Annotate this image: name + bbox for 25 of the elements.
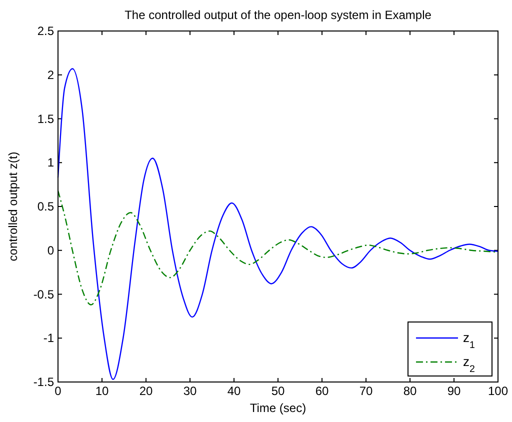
legend-label: z$_{1}$ <box>463 330 475 350</box>
x-tick-label: 10 <box>95 384 109 398</box>
y-tick-label: -0.5 <box>33 287 54 302</box>
x-tick-label: 20 <box>139 384 153 398</box>
x-tick-label: 80 <box>403 384 417 398</box>
y-tick-label: -1 <box>43 331 54 346</box>
x-tick-label: 40 <box>227 384 241 398</box>
x-tick-label: 30 <box>183 384 197 398</box>
x-tick-label: 50 <box>271 384 285 398</box>
chart-title: The controlled output of the open-loop system in Example <box>124 8 432 22</box>
x-tick-label: 70 <box>359 384 373 398</box>
y-tick-label: 2 <box>47 68 54 82</box>
y-tick-label: 0.5 <box>37 200 54 214</box>
y-axis-title: controlled output z(t) <box>6 152 20 262</box>
x-tick-label: 100 <box>488 384 508 398</box>
y-tick-label: 0 <box>47 243 54 258</box>
x-tick-label: 90 <box>447 384 461 398</box>
x-tick-label: 60 <box>315 384 329 398</box>
y-tick-label: -1.5 <box>33 375 54 389</box>
x-axis-title: Time (sec) <box>250 401 306 415</box>
y-tick-label: 1 <box>47 156 54 170</box>
y-tick-label: 1.5 <box>37 112 54 126</box>
line-series <box>57 68 499 380</box>
y-tick-label: 2.5 <box>37 24 54 38</box>
legend-label: z$_{2}$ <box>463 354 475 374</box>
